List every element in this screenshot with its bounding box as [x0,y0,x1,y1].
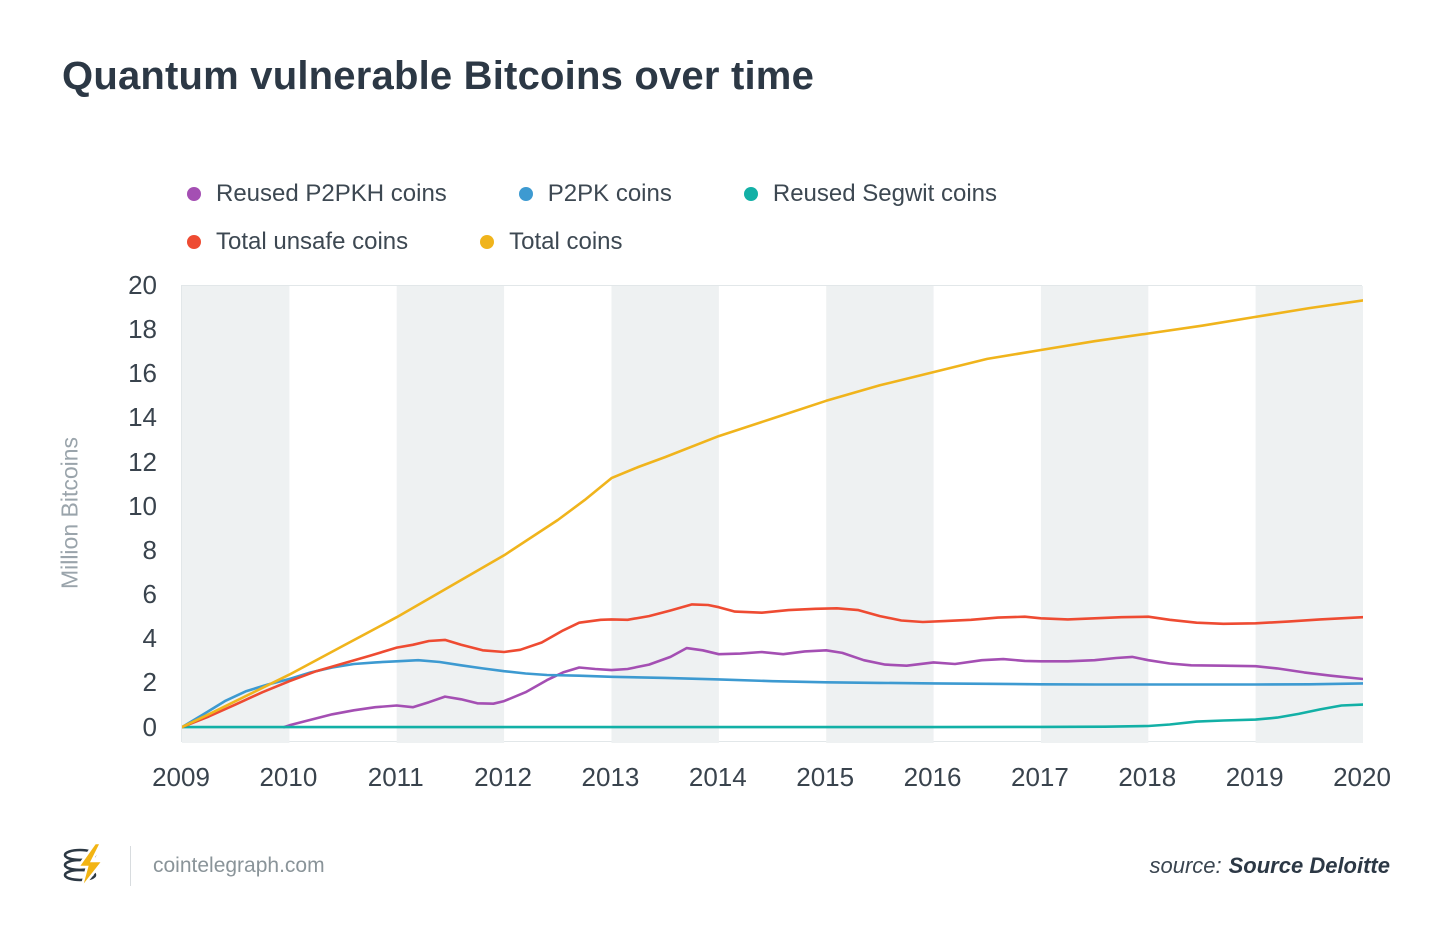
cointelegraph-logo-icon [63,841,106,890]
series-line-p2pk [182,658,1363,729]
y-tick-label: 20 [128,270,157,300]
legend-label: Reused Segwit coins [772,180,997,207]
footer: cointelegraph.com [60,840,325,892]
year-band [182,286,290,743]
legend-dot [187,235,201,249]
y-tick-label: 10 [128,490,157,521]
y-tick-label: 14 [128,402,157,433]
year-band [826,286,934,743]
x-tick-label: 2018 [1118,762,1177,792]
x-tick-label: 2019 [1225,762,1284,792]
x-tick-label: 2010 [259,762,318,792]
year-band [611,286,719,743]
x-tick-label: 2020 [1333,762,1391,792]
x-tick-label: 2016 [903,762,962,792]
legend-row-2: Total unsafe coins Total coins [187,228,623,256]
series-line-reused-segwit [182,703,1363,729]
x-tick-label: 2015 [796,762,855,792]
legend-label: Total coins [509,228,623,255]
legend-dot [187,187,201,201]
source-prefix: source: [1149,853,1222,878]
legend-dot [743,187,758,201]
series-line-total-unsafe [182,603,1363,729]
source-name: Source Deloitte [1228,853,1390,878]
footer-divider [130,846,131,886]
x-tick-label: 2009 [152,762,210,792]
y-tick-label: 2 [142,667,157,698]
y-tick-label: 6 [142,579,157,610]
source-attribution: source: Source Deloitte [1149,853,1390,879]
series-line-total [182,299,1363,729]
legend-item: Reused Segwit coins [743,180,997,208]
y-tick-label: 18 [128,314,157,345]
legend-item: Reused P2PKH coins [187,180,447,208]
legend-label: Total unsafe coins [216,228,409,255]
series-line-reused-p2pkh [282,646,1363,729]
legend-item: Total unsafe coins [187,228,408,256]
legend-label: P2PK coins [547,180,672,207]
y-tick-label: 16 [128,358,157,389]
y-tick-label: 0 [142,711,157,742]
y-tick-label: 4 [142,623,157,654]
chart-plot-area [181,285,1363,743]
x-tick-label: 2012 [474,762,532,792]
y-tick-label: 8 [142,534,157,565]
legend-item: P2PK coins [518,180,672,208]
y-tick-label: 12 [128,446,157,477]
lightning-bolt-icon [75,841,106,890]
year-band [1040,286,1149,743]
x-tick-label: 2017 [1010,762,1069,792]
legend-item: Total coins [480,228,623,256]
legend-label: Reused P2PKH coins [216,180,447,207]
x-tick-label: 2014 [688,762,747,792]
chart-plot-svg [182,286,1363,743]
footer-site-text: cointelegraph.com [153,854,325,877]
x-tick-label: 2013 [581,762,640,792]
year-band [1255,286,1363,743]
legend-row-1: Reused P2PKH coins P2PK coins Reused Segwi… [187,180,997,208]
x-tick-label: 2011 [367,762,424,792]
year-band [396,286,505,743]
legend-dot [518,187,533,201]
chart-title: Quantum vulnerable Bitcoins over time [62,54,815,98]
legend-dot [480,235,495,249]
